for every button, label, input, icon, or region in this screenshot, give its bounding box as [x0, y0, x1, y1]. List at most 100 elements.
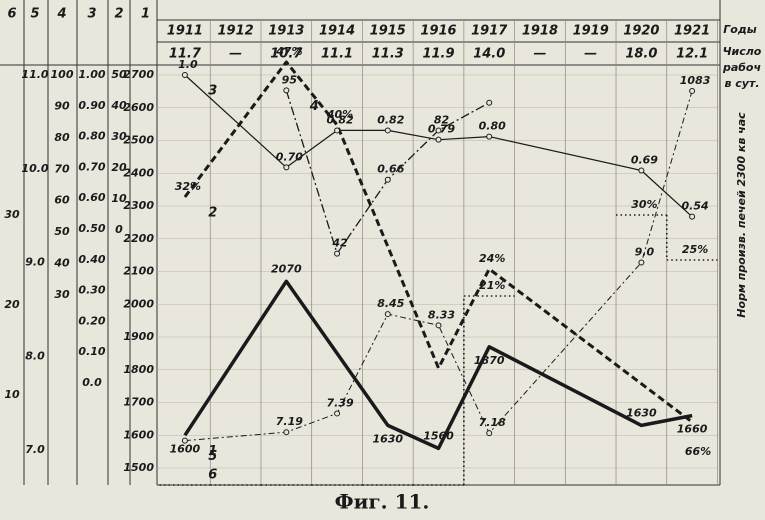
- point: [486, 99, 493, 106]
- series-line: [183, 60, 694, 424]
- point: [486, 430, 493, 437]
- y-tick-label: 7.0: [25, 443, 45, 456]
- frame: [0, 0, 721, 486]
- point: [181, 437, 188, 444]
- right-label: Годы: [723, 23, 756, 36]
- side-label: Норм произв. печей 2300 кв час: [735, 112, 748, 318]
- y-tick-label: 2600: [123, 101, 154, 114]
- data-label: 32%: [175, 180, 201, 193]
- y-tick-label: 0.40: [78, 253, 105, 266]
- header-cell: —: [533, 47, 546, 62]
- y-tick-label: 50: [54, 225, 70, 238]
- point: [435, 127, 442, 134]
- y-tick-label: 0.20: [78, 314, 105, 327]
- y-tick-label: 9.0: [25, 256, 45, 269]
- data-label: 30%: [631, 198, 657, 211]
- data-label: 0.79: [428, 123, 455, 136]
- data-label: 9.0: [635, 246, 655, 259]
- point: [334, 250, 341, 257]
- axis-name: 1: [141, 7, 150, 22]
- point: [384, 176, 391, 183]
- header-cell: —: [584, 47, 597, 62]
- x-tick-label: 1917: [471, 24, 508, 39]
- y-tick-label: 1900: [123, 330, 154, 343]
- header-cell: 11.9: [422, 47, 454, 62]
- y-tick-label: 0.80: [78, 130, 105, 143]
- x-tick-label: 1919: [573, 24, 609, 39]
- data-label: 1600: [170, 442, 201, 455]
- y-tick-label: 0.50: [78, 222, 105, 235]
- y-tick-label: 11.0: [21, 68, 48, 81]
- data-label: 7.39: [326, 396, 353, 409]
- data-label: 1630: [372, 432, 403, 445]
- point: [689, 213, 696, 220]
- point: [384, 311, 391, 318]
- y-tick-label: 0.30: [78, 284, 105, 297]
- header-cell: 11.1: [321, 47, 353, 62]
- point: [334, 127, 341, 134]
- right-label: Число: [723, 45, 762, 58]
- y-tick-label: 70: [54, 162, 70, 175]
- data-label: 24%: [479, 252, 505, 265]
- point: [638, 167, 645, 174]
- header-cell: 18.0: [625, 47, 657, 62]
- data-label: 0.82: [377, 113, 404, 126]
- y-tick-label: 80: [54, 131, 70, 144]
- axis-name: 5: [30, 7, 39, 22]
- x-tick-label: 1912: [218, 24, 254, 39]
- data-label: 25%: [682, 243, 708, 256]
- y-tick-label: 10: [4, 388, 20, 401]
- y-tick-label: 0.90: [78, 99, 105, 112]
- header-cell: 10.7: [270, 47, 303, 62]
- y-tick-label: 0.10: [78, 345, 105, 358]
- header-cell: 11.3: [372, 47, 404, 62]
- x-tick-label: 1911: [167, 24, 203, 39]
- y-tick-label: 30: [111, 130, 127, 143]
- y-tick-label: 8.0: [25, 349, 45, 362]
- point: [689, 87, 696, 94]
- x-tick-label: 1916: [420, 24, 456, 39]
- y-tick-label: 2400: [123, 166, 154, 179]
- data-label: 1.0: [178, 58, 198, 71]
- data-label: 0.82: [326, 113, 353, 126]
- y-tick-label: 30: [4, 208, 20, 221]
- data-label: 1660: [677, 423, 708, 436]
- point: [435, 322, 442, 329]
- point: [384, 127, 391, 134]
- data-label: 7.19: [276, 415, 303, 428]
- series-name: 2: [208, 206, 217, 221]
- point: [181, 72, 188, 78]
- data-label: 0.66: [377, 163, 404, 176]
- axis-name: 2: [114, 7, 123, 22]
- y-tick-label: 0.60: [78, 191, 105, 204]
- right-label: в сут.: [724, 77, 759, 90]
- y-tick-label: 1.00: [78, 68, 105, 81]
- y-tick-label: 2500: [123, 134, 154, 147]
- data-label: 47%: [275, 45, 302, 58]
- y-tick-label: 90: [54, 99, 70, 112]
- point: [638, 259, 645, 266]
- point: [334, 410, 341, 417]
- data-label: 1083: [680, 74, 711, 87]
- data-label: 8.33: [428, 308, 455, 321]
- y-tick-label: 0.70: [78, 160, 105, 173]
- axis-name: 6: [7, 7, 16, 22]
- series-name: 4: [309, 99, 319, 114]
- series-line: [184, 74, 693, 218]
- annotation: 66%: [685, 445, 711, 458]
- y-tick-label: 40: [53, 257, 70, 270]
- data-label: 21%: [479, 279, 505, 292]
- y-tick-label: 30: [54, 288, 70, 301]
- chart-title: Фиг. 11.: [335, 490, 430, 514]
- y-tick-label: 60: [54, 194, 70, 207]
- y-tick-label: 100: [51, 68, 74, 81]
- y-tick-label: 20: [4, 298, 20, 311]
- data-label: 1870: [474, 354, 505, 367]
- x-tick-label: 1918: [522, 24, 558, 39]
- point: [486, 133, 493, 140]
- header-cell: 11.7: [169, 47, 202, 62]
- point: [283, 87, 290, 94]
- x-tick-label: 1920: [623, 24, 659, 39]
